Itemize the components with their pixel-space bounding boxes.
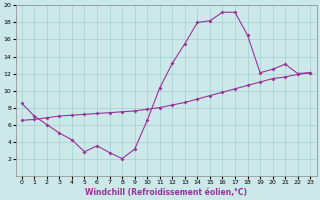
X-axis label: Windchill (Refroidissement éolien,°C): Windchill (Refroidissement éolien,°C)	[85, 188, 247, 197]
